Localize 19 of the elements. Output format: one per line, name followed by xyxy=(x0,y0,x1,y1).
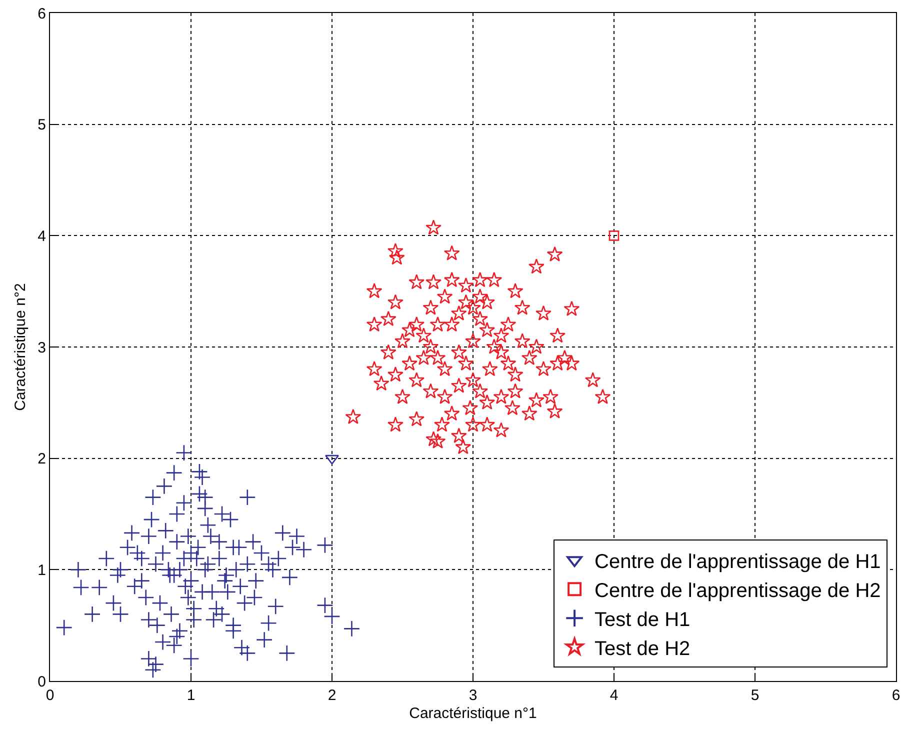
y-tick-label: 0 xyxy=(38,673,46,690)
y-axis-title: Caractéristique n°2 xyxy=(12,283,29,411)
y-tick-label: 2 xyxy=(38,450,46,468)
y-tick-label: 5 xyxy=(38,116,46,134)
legend-label: Centre de l'apprentissage de H1 xyxy=(594,550,881,573)
legend-label: Test de H1 xyxy=(594,608,690,631)
y-tick-label: 4 xyxy=(38,228,46,245)
y-tick-label: 6 xyxy=(38,5,46,22)
legend-label: Test de H2 xyxy=(594,638,690,660)
x-tick-label: 3 xyxy=(468,687,478,704)
x-tick-label: 4 xyxy=(610,687,618,704)
x-axis-title: Caractéristique n°1 xyxy=(409,705,537,722)
y-tick-label: 3 xyxy=(38,339,46,356)
y-tick-label: 1 xyxy=(38,562,46,579)
x-tick-label: 6 xyxy=(892,687,900,704)
legend-label: Centre de l'apprentissage de H2 xyxy=(594,580,881,602)
x-tick-label: 2 xyxy=(328,687,336,704)
x-tick-label: 5 xyxy=(750,687,760,704)
x-tick-label: 1 xyxy=(186,687,196,704)
